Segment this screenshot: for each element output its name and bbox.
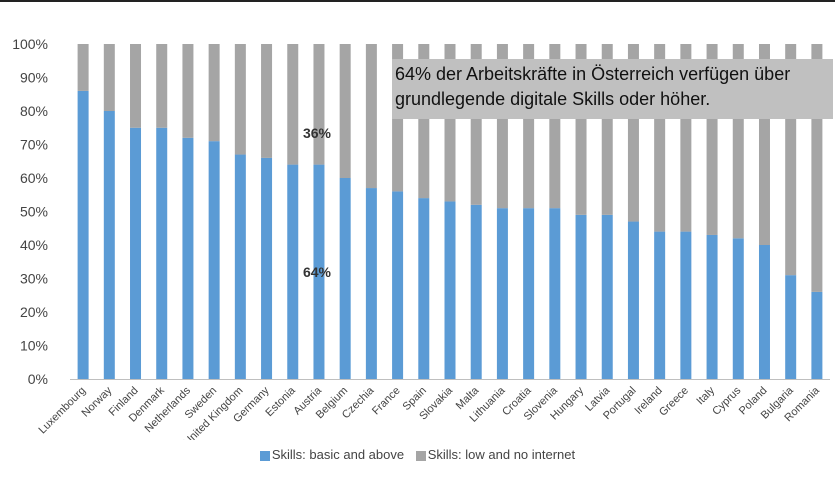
bar-low-28 <box>811 44 823 292</box>
y-tick-label: 80% <box>20 103 48 119</box>
legend: Skills: basic and above Skills: low and … <box>0 447 835 462</box>
legend-swatch-low <box>415 450 426 461</box>
y-tick-label: 0% <box>28 371 48 387</box>
bar-basic-8 <box>287 164 299 379</box>
y-tick-label: 70% <box>20 137 48 153</box>
bar-low-26 <box>758 44 770 245</box>
bar-low-17 <box>523 44 535 209</box>
bar-low-8 <box>287 44 299 165</box>
bar-low-13 <box>418 44 430 199</box>
y-tick-label: 90% <box>20 70 48 86</box>
bar-basic-17 <box>523 208 535 379</box>
bar-low-9 <box>313 44 325 165</box>
bar-basic-5 <box>208 141 220 379</box>
bar-low-0 <box>77 44 89 91</box>
y-tick-label: 10% <box>20 338 48 354</box>
legend-label-basic: Skills: basic and above <box>271 447 405 462</box>
bar-basic-20 <box>601 214 613 379</box>
bar-basic-19 <box>575 214 587 379</box>
legend-swatch-basic <box>259 450 270 461</box>
bar-basic-16 <box>496 208 508 379</box>
bar-low-25 <box>732 44 744 239</box>
legend-item-basic: Skills: basic and above <box>259 447 405 462</box>
legend-item-low: Skills: low and no internet <box>415 447 576 462</box>
bar-basic-22 <box>654 231 666 379</box>
bar-low-5 <box>208 44 220 142</box>
bar-basic-14 <box>444 201 456 379</box>
bar-basic-3 <box>156 127 168 379</box>
bar-low-6 <box>234 44 246 155</box>
bar-basic-26 <box>758 245 770 379</box>
bar-low-3 <box>156 44 168 128</box>
bar-low-15 <box>470 44 482 205</box>
bar-low-22 <box>654 44 666 232</box>
austria-lower-percent-label: 64% <box>303 264 332 280</box>
y-tick-label: 40% <box>20 237 48 253</box>
bar-low-16 <box>496 44 508 209</box>
bar-basic-10 <box>339 178 351 379</box>
bar-basic-18 <box>549 208 561 379</box>
annotation-text-line-1: grundlegende digitale Skills oder höher. <box>395 89 710 109</box>
bar-basic-15 <box>470 204 482 379</box>
legend-label-low: Skills: low and no internet <box>427 447 576 462</box>
top-border-line <box>0 0 835 2</box>
austria-upper-percent-label: 36% <box>303 125 332 141</box>
stacked-bar-chart: 0%10%20%30%40%50%60%70%80%90%100%Luxembo… <box>12 36 833 440</box>
bar-basic-21 <box>627 221 639 379</box>
x-tick-label: Estonia <box>263 384 298 419</box>
bar-basic-12 <box>392 191 404 379</box>
bar-low-19 <box>575 44 587 215</box>
y-tick-label: 30% <box>20 271 48 287</box>
bar-basic-13 <box>418 198 430 379</box>
bar-basic-24 <box>706 234 718 379</box>
y-tick-label: 100% <box>12 36 48 52</box>
bar-basic-11 <box>365 188 377 379</box>
bar-low-27 <box>785 44 797 276</box>
bar-basic-25 <box>732 238 744 379</box>
bar-low-14 <box>444 44 456 202</box>
bar-basic-0 <box>77 90 89 380</box>
y-tick-label: 60% <box>20 170 48 186</box>
bar-low-7 <box>261 44 273 158</box>
annotation-box <box>392 59 833 119</box>
x-tick-label: Cyprus <box>710 384 743 417</box>
x-tick-label: France <box>370 385 403 418</box>
y-tick-label: 20% <box>20 304 48 320</box>
annotation-text-line-0: 64% der Arbeitskräfte in Österreich verf… <box>395 64 790 84</box>
bar-low-23 <box>680 44 692 232</box>
bar-basic-9 <box>313 164 325 379</box>
bar-low-4 <box>182 44 194 138</box>
y-tick-label: 50% <box>20 204 48 220</box>
bar-low-18 <box>549 44 561 209</box>
bar-basic-6 <box>234 154 246 379</box>
bar-low-24 <box>706 44 718 235</box>
bar-low-21 <box>627 44 639 222</box>
bar-basic-28 <box>811 291 823 379</box>
bar-low-2 <box>130 44 142 128</box>
bar-low-11 <box>365 44 377 189</box>
bar-basic-7 <box>261 157 273 379</box>
bar-low-20 <box>601 44 613 215</box>
bar-basic-4 <box>182 137 194 379</box>
x-tick-label: Greece <box>657 385 691 419</box>
bar-basic-1 <box>103 111 115 379</box>
bar-low-10 <box>339 44 351 178</box>
bar-basic-23 <box>680 231 692 379</box>
bar-basic-27 <box>785 275 797 379</box>
bar-low-1 <box>103 44 115 111</box>
x-tick-label: Italy <box>694 384 717 407</box>
bar-basic-2 <box>130 127 142 379</box>
